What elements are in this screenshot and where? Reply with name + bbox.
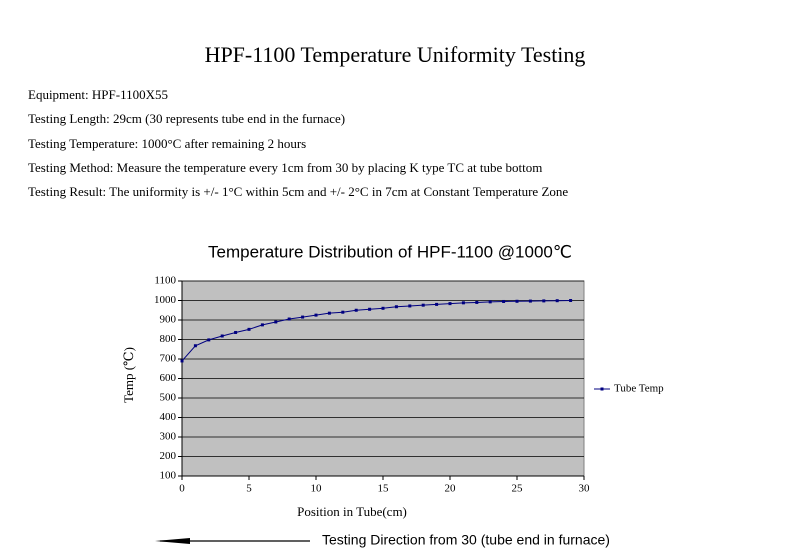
arrow-head [155,538,190,544]
point [287,317,291,321]
point [448,302,452,306]
x-tick-label: 20 [445,483,457,495]
series-line [181,300,571,362]
x-tick-label: 5 [246,483,252,495]
point [528,299,532,303]
point [408,304,412,308]
info-line: Testing Result: The uniformity is +/- 1°… [28,184,568,199]
point [234,330,238,334]
y-tick-label: 500 [160,392,177,404]
x-tick-label: 25 [512,483,524,495]
info-line: Testing Method: Measure the temperature … [28,160,542,175]
point [435,302,439,306]
y-tick-label: 800 [160,333,177,345]
x-tick-label: 10 [311,483,323,495]
info-line: Equipment: HPF-1100X55 [28,87,168,102]
y-axis-label: Temp (℃) [121,347,136,403]
point [515,299,519,303]
point [180,359,184,363]
y-tick-label: 600 [160,372,177,384]
point [341,310,345,314]
page-title: HPF-1100 Temperature Uniformity Testing [205,42,586,67]
direction-note: Testing Direction from 30 (tube end in f… [322,532,610,548]
y-tick-label: 900 [160,314,177,326]
point [301,315,305,319]
y-tick-label: 1000 [154,294,177,306]
point [488,300,492,304]
point [542,299,546,303]
point [274,320,278,324]
point [260,323,264,327]
point [220,334,224,338]
point [354,308,358,312]
point [461,301,465,305]
point [327,311,331,315]
y-tick-label: 300 [160,431,177,443]
point [368,307,372,311]
legend-label: Tube Temp [614,383,664,395]
x-tick-label: 0 [179,483,185,495]
chart-title: Temperature Distribution of HPF-1100 @10… [208,242,572,261]
y-tick-label: 700 [160,353,177,365]
x-tick-label: 30 [579,483,591,495]
legend-marker [600,387,604,391]
point [394,305,398,309]
point [421,303,425,307]
point [193,344,197,348]
x-axis-label: Position in Tube(cm) [297,504,407,519]
point [207,338,211,342]
info-line: Testing Temperature: 1000°C after remain… [28,136,306,151]
y-tick-label: 400 [160,411,177,423]
point [247,327,251,331]
y-tick-label: 200 [160,450,177,462]
point [555,299,559,303]
point [314,313,318,317]
y-tick-label: 100 [160,470,177,482]
y-tick-label: 1100 [154,275,176,287]
point [381,306,385,310]
point [502,299,506,303]
point [569,299,573,302]
point [475,300,479,304]
x-tick-label: 15 [378,483,390,495]
info-line: Testing Length: 29cm (30 represents tube… [28,111,345,126]
